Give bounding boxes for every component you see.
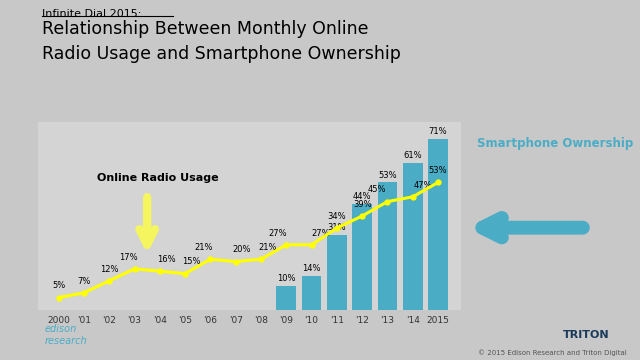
Text: 45%: 45% [368, 185, 387, 194]
Text: 20%: 20% [233, 246, 252, 255]
Text: 31%: 31% [328, 223, 346, 232]
Text: 7%: 7% [77, 276, 91, 285]
Text: 21%: 21% [195, 243, 213, 252]
Text: TRITON: TRITON [563, 330, 610, 340]
Text: Radio Usage and Smartphone Ownership: Radio Usage and Smartphone Ownership [42, 45, 401, 63]
Text: Online Radio Usage: Online Radio Usage [97, 173, 218, 183]
Text: 44%: 44% [353, 192, 371, 201]
Text: Infinite Dial 2015:: Infinite Dial 2015: [42, 9, 141, 19]
Text: 61%: 61% [403, 151, 422, 160]
Text: 39%: 39% [353, 200, 371, 209]
Text: Relationship Between Monthly Online: Relationship Between Monthly Online [42, 20, 368, 38]
Text: 21%: 21% [258, 243, 276, 252]
Text: 15%: 15% [182, 257, 201, 266]
Bar [428, 139, 448, 310]
Bar [378, 183, 397, 310]
Text: 5%: 5% [52, 282, 65, 291]
Text: 71%: 71% [429, 127, 447, 136]
Text: 12%: 12% [100, 265, 118, 274]
Text: 53%: 53% [429, 166, 447, 175]
Bar [301, 276, 321, 310]
Text: 53%: 53% [378, 171, 397, 180]
Text: 14%: 14% [302, 264, 321, 273]
Text: 27%: 27% [268, 229, 287, 238]
Bar [276, 285, 296, 310]
Bar [327, 235, 347, 310]
Text: 17%: 17% [119, 253, 138, 262]
Text: 27%: 27% [311, 229, 330, 238]
Text: Smartphone Ownership: Smartphone Ownership [477, 138, 633, 150]
Text: edison
research: edison research [45, 324, 88, 346]
Bar [352, 204, 372, 310]
Text: 34%: 34% [328, 212, 346, 221]
Text: 10%: 10% [277, 274, 296, 283]
Text: 16%: 16% [157, 255, 175, 264]
Text: 47%: 47% [413, 181, 432, 190]
Text: © 2015 Edison Research and Triton Digital: © 2015 Edison Research and Triton Digita… [479, 350, 627, 356]
Bar [403, 163, 422, 310]
